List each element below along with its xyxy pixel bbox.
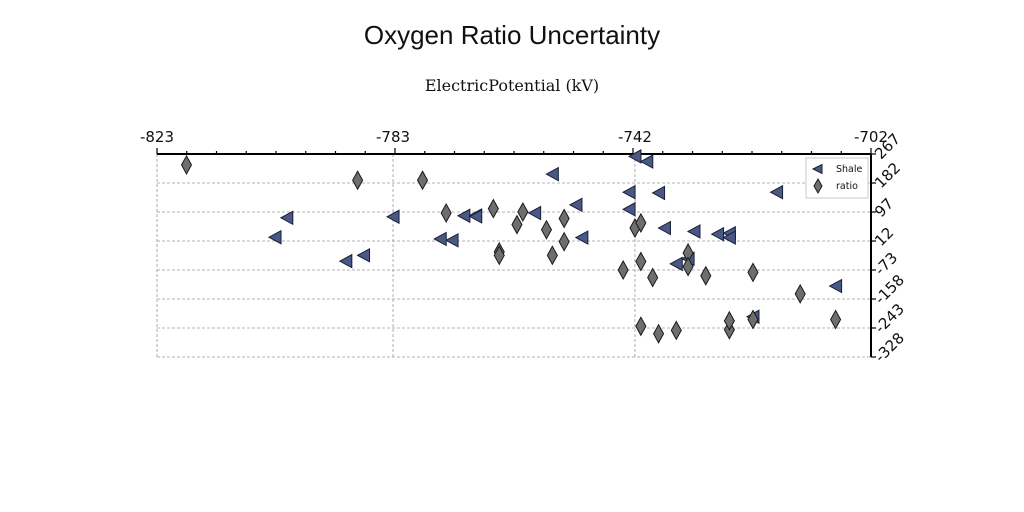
y-tick-label: -158	[871, 271, 908, 308]
point-ratio	[180, 154, 193, 175]
point-ratio	[511, 214, 523, 235]
point-ratio	[747, 309, 759, 330]
point-ratio	[540, 219, 553, 240]
point-ratio	[617, 259, 629, 281]
point-shale	[527, 205, 542, 221]
y-tick-label: -243	[871, 300, 908, 337]
point-ratio	[794, 283, 806, 304]
point-shale	[651, 185, 666, 201]
point-ratio	[635, 212, 647, 233]
point-ratio	[635, 316, 647, 337]
point-ratio	[635, 251, 647, 272]
x-tick-label: -702	[854, 128, 888, 146]
x-tick-label: -742	[618, 128, 652, 146]
point-shale	[722, 230, 736, 245]
chart-title: Oxygen Ratio Uncertainty	[364, 20, 660, 50]
point-shale	[574, 230, 589, 245]
legend: Shale ratio	[805, 157, 869, 199]
y-tick-label: 182	[871, 159, 904, 192]
point-shale	[568, 197, 583, 213]
legend-marker-ratio	[813, 177, 823, 195]
point-shale	[622, 201, 636, 217]
axes: -823 -783 -742 -7022671829712-73-158-243-32…	[140, 128, 908, 366]
point-shale	[657, 220, 671, 236]
point-shale	[710, 226, 725, 242]
y-tick-label: 97	[871, 195, 897, 221]
legend-frame	[805, 157, 869, 199]
point-ratio	[747, 262, 759, 283]
point-ratio	[416, 170, 429, 191]
point-ratio	[670, 320, 682, 341]
point-ratio	[830, 309, 842, 330]
point-ratio	[652, 323, 665, 344]
point-shale	[267, 229, 282, 245]
point-ratio	[700, 265, 712, 286]
legend-marker-shale	[811, 163, 823, 175]
x-tick-label: -823	[140, 128, 174, 146]
point-shale	[468, 209, 483, 224]
point-shale	[279, 210, 294, 226]
point-ratio	[440, 202, 452, 224]
point-shale	[433, 231, 447, 247]
x-tick-label: -783	[376, 128, 410, 146]
point-shale	[669, 256, 683, 272]
point-shale	[338, 253, 353, 269]
point-ratio	[352, 170, 364, 191]
point-ratio	[723, 310, 735, 331]
point-shale	[639, 154, 654, 169]
point-ratio	[546, 245, 558, 266]
point-shale	[444, 232, 459, 248]
point-ratio	[487, 198, 499, 219]
point-ratio	[647, 267, 659, 288]
point-shale	[627, 149, 642, 164]
point-ratio	[493, 245, 505, 266]
grid	[156, 153, 872, 358]
point-shale	[622, 184, 636, 200]
point-shale	[769, 184, 784, 200]
point-ratio	[682, 256, 694, 277]
x-axis-label: ElectricPotential (kV)	[425, 76, 599, 95]
y-tick-label: -328	[871, 329, 908, 366]
point-shale	[356, 247, 371, 263]
point-shale	[686, 224, 701, 239]
legend-label-shale: Shale	[836, 164, 863, 175]
point-ratio	[517, 201, 529, 223]
data-points	[180, 149, 843, 344]
y-tick-label: 12	[871, 224, 897, 250]
point-ratio	[558, 231, 570, 252]
point-ratio	[558, 208, 570, 229]
point-shale	[456, 208, 471, 224]
legend-label-ratio: ratio	[836, 181, 858, 192]
point-shale	[545, 166, 559, 182]
point-shale	[828, 278, 843, 294]
point-shale	[385, 209, 400, 225]
